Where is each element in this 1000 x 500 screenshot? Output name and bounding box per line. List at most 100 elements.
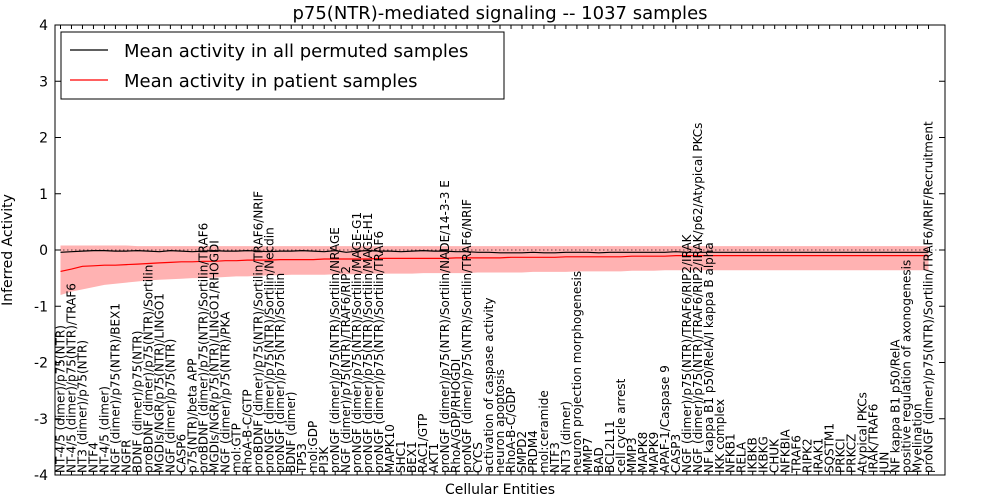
x-axis-label: Cellular Entities: [445, 482, 555, 498]
x-tick-label: BAD: [592, 447, 606, 473]
y-tick-label: -4: [34, 468, 48, 484]
x-tick-label: IRAK1: [812, 438, 826, 473]
x-tick-label: APAF-1/Caspase 9: [658, 365, 672, 473]
x-tick-label: CASP6: [174, 434, 188, 473]
x-tick-label: NGF (dimer)/p75(NTR)/PKA: [218, 311, 232, 473]
x-tick-label: BDNF (dimer): [284, 392, 298, 474]
x-tick-label: RELA: [735, 441, 749, 473]
x-tick-label: PI3K: [317, 446, 331, 473]
x-tick-label: MGDIs/NGR/p75(NTR)/LINGO1: [152, 293, 166, 473]
x-tick-label: RhoA-B-C/GDP: [504, 387, 518, 473]
x-tick-label: RIPK2: [801, 438, 815, 473]
x-tick-label: MAPK8: [636, 432, 650, 473]
plot-area: [55, 245, 945, 295]
x-tick-label: NT3 (dimer)/p75(NTR): [76, 340, 90, 473]
x-tick-label: BEX1: [405, 441, 419, 473]
x-tick-label: proNGF (dimer)/p75(NTR)/Sortilin/TRAF6/N…: [460, 199, 474, 473]
x-tick-label: NFKB1: [724, 433, 738, 473]
x-tick-label: IKBKB: [746, 437, 760, 473]
x-tick-label: IRAK/TRAF6: [867, 404, 881, 473]
x-tick-label: SMPD2: [515, 431, 529, 473]
x-tick-label: TRAF6: [790, 435, 804, 474]
x-tick-label: proBDNF (dimer)/p75(NTR)/Sortilin/TRAF6/…: [251, 191, 265, 473]
x-tick-label: neuron apoptosis: [493, 369, 507, 473]
y-tick-label: -1: [34, 299, 48, 315]
x-tick-label: proNGF (dimer)/p75(NTR)/Sortilin/NRAGE: [328, 227, 342, 473]
chart-title-text: p75(NTR)-mediated signaling -- 1037 samp…: [292, 3, 707, 24]
x-tick-label: proNGF (dimer)/p75(NTR)/Sortilin: [273, 273, 287, 473]
x-tick-label: neuron projection morphogenesis: [570, 271, 584, 473]
x-tick-label: proNGF (dimer)/p75(NTR)/Sortilin/NADE/14…: [438, 180, 452, 473]
x-tick-label: NTF4: [87, 442, 101, 473]
x-tick-label: MMP3: [625, 437, 639, 473]
x-tick-label: mol:GDP: [306, 421, 320, 473]
y-axis-label: Inferred Activity: [0, 194, 16, 306]
y-tick-label: 1: [39, 187, 48, 203]
legend-entry: Mean activity in patient samples: [124, 71, 418, 92]
x-tick-label: NTF3: [548, 442, 562, 473]
patient-confidence-band: [60, 245, 929, 295]
legend-entry: Mean activity in all permuted samples: [124, 41, 468, 62]
x-tick-label: AKT1: [427, 443, 441, 473]
x-tick-label: Atypical PKCs: [856, 392, 870, 473]
x-tick-label: BCL2L11: [603, 420, 617, 473]
legend: Mean activity in all permuted samples Mea…: [60, 31, 505, 100]
y-tick-label: -3: [34, 412, 48, 428]
x-tick-label: NF kappa B1 p50/RelA: [889, 339, 903, 473]
x-tick-label: MAPK9: [647, 432, 661, 473]
x-tick-label: cell cycle arrest: [614, 378, 628, 473]
x-tick-label: RAC1/GTP: [416, 414, 430, 473]
x-tick-label: proNGF (dimer)/p75(NTR)/Sortilin/TRAF6/N…: [922, 121, 936, 473]
y-tick-label: -2: [34, 356, 48, 372]
y-tick-label: 3: [39, 74, 48, 90]
x-tick-label: NGF (dimer)/p75(NTR)/BEX1: [108, 303, 122, 473]
x-tick-label: MGDIs/NGR/p75(NTR)/LINGO1/RHOGDI: [207, 240, 221, 473]
x-tick-label: NGFR: [119, 439, 133, 473]
x-tick-label: Myelination: [911, 404, 925, 473]
x-tick-label: NGF (dimer)/p75(NTR): [163, 339, 177, 473]
x-tick-label: NFKBIA: [779, 428, 793, 473]
x-tick-label: PRKCI: [834, 438, 848, 473]
x-tick-label: NGF (dimer)/p75(NTR)/TRAF6/RIP2/IRAK: [680, 233, 694, 473]
y-tick-label: 0: [39, 243, 48, 259]
series-line-patient: [60, 255, 929, 272]
x-tick-label: PRKCZ: [845, 434, 859, 473]
x-tick-label: positive regulation of axonogenesis: [900, 260, 914, 473]
x-tick-label: p75(NTR)/beta APP: [185, 359, 199, 474]
x-tick-labels: NT-4/5 (dimer)/p75(NTR)NT-4/5 (dimer)/p7…: [54, 121, 936, 474]
y-tick-label: 2: [39, 131, 48, 147]
x-tick-label: SQSTM1: [823, 423, 837, 473]
x-tick-label: NT-4/5 (dimer): [97, 386, 111, 473]
chart-title: p75(NTR)-mediated signaling -- 1037 samp…: [292, 3, 707, 24]
x-tick-label: RhoA-B-C/GTP: [240, 389, 254, 473]
x-tick-label: proBDNF (dimer)/p75(NTR)/Sortilin: [141, 265, 155, 473]
x-tick-label: CASP3: [669, 434, 683, 473]
series-line-permuted: [60, 249, 929, 254]
x-tick-label: NF kappa B1 p50/RelA/I kappa B alpha: [702, 242, 716, 473]
x-tick-label: activation of caspase activity: [482, 298, 496, 473]
x-tick-label: JUN: [878, 452, 892, 474]
x-tick-label: NT3 (dimer): [559, 401, 573, 473]
x-tick-label: mol:ceramide: [537, 390, 551, 473]
x-tick-label: mol:GTP: [229, 423, 243, 473]
x-tick-label: MMP7: [581, 437, 595, 473]
x-tick-label: NGF (dimer)/p75(NTR)/TRAF6/RIP2/IRAK/p62…: [691, 123, 705, 473]
x-tick-label: proNGF (dimer)/p75(NTR)/Sortilin/TRAF6: [372, 231, 386, 473]
y-tick-label: 4: [39, 18, 48, 34]
axes: -4 -3 -2 -1 0 1 2 3 4: [34, 18, 946, 484]
x-tick-label: RhoA/GDP/RHOGDI: [449, 359, 463, 473]
x-tick-label: proNGF (dimer)/p75(NTR)/Sortilin/MAGE-G1: [350, 212, 364, 473]
x-tick-label: proBDNF (dimer)/p75(NTR)/Sortilin/TRAF6: [196, 223, 210, 473]
x-tick-label: MAPK10: [383, 424, 397, 473]
x-tick-label: CYCS: [471, 442, 485, 473]
x-tick-label: IKBKG: [757, 436, 771, 473]
legend-box: [60, 31, 505, 100]
x-tick-label: proNGF (dimer)/p75(NTR)/Sortilin/MAGE-H1: [361, 213, 375, 473]
x-tick-label: IKK complex: [713, 399, 727, 473]
x-tick-label: proNGF (dimer)/p75(NTR)/Sortilin/Necdin: [262, 227, 276, 473]
x-tick-label: TP53: [295, 443, 309, 474]
x-tick-label: NT-4/5 (dimer)/p75(NTR)/TRAF6: [65, 283, 79, 473]
x-tick-label: SHC1: [394, 440, 408, 473]
x-tick-label: BDNF (dimer)/p75(NTR): [130, 331, 144, 473]
